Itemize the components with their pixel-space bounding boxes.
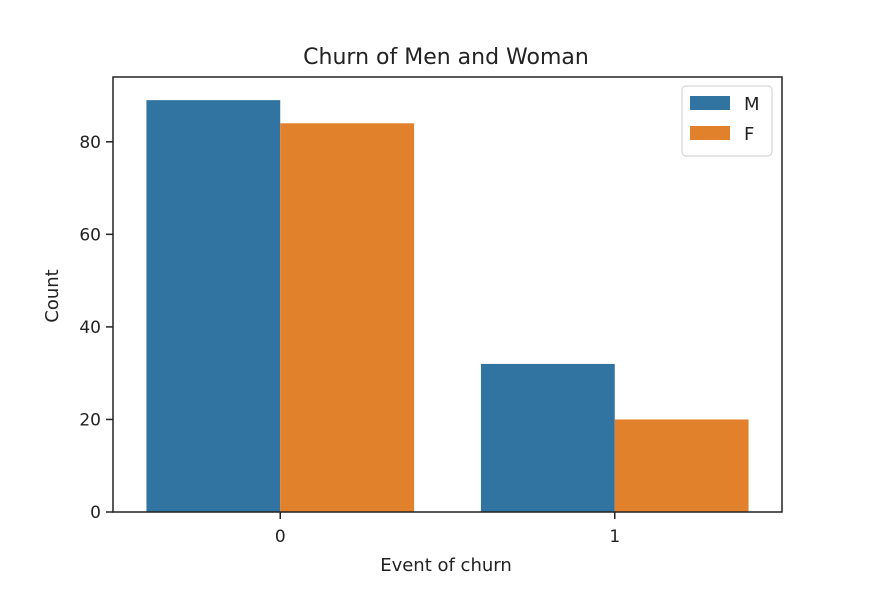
y-tick-label: 20 [79,410,101,430]
y-axis-label: Count [42,269,63,322]
legend-swatch-m [690,96,730,110]
bar-f-1 [614,419,749,512]
legend-swatch-f [690,126,730,140]
legend-label-f: F [744,124,754,145]
bars-group [146,100,749,512]
y-tick-label: 0 [90,503,101,523]
x-axis-label: Event of churn [380,555,512,576]
bar-f-0 [280,123,415,512]
plot-frame [112,76,783,513]
legend: MF [681,85,773,157]
chart-title: Churn of Men and Woman [303,45,589,70]
bar-m-0 [146,100,281,512]
y-tick-label: 40 [79,318,101,338]
bar-m-1 [480,363,615,512]
y-tick-label: 80 [79,133,101,153]
legend-label-m: M [744,94,760,115]
y-axis: 0 20 40 60 80 [79,133,113,523]
y-tick-label: 60 [79,225,101,245]
x-tick-label: 1 [609,527,620,547]
x-tick-label: 0 [275,527,286,547]
